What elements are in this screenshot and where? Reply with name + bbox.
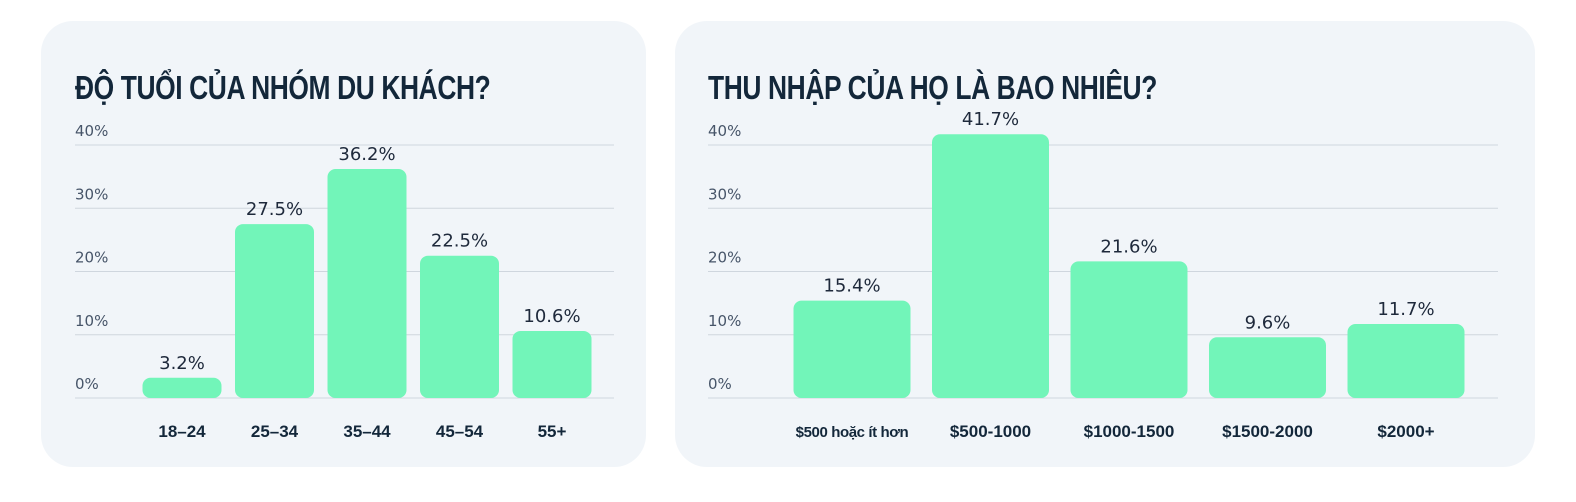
bar [142,377,222,398]
category-label: $1500-2000 [1222,422,1313,441]
category-label: $500 hoặc ít hơn [796,424,909,441]
y-tick-label: 0% [75,375,99,393]
y-tick-label: 40% [708,122,741,140]
y-tick-label: 10% [75,312,108,330]
income-chart-card: THU NHẬP CỦA HỌ LÀ BAO NHIÊU? 0% 10% 20% 30… [675,21,1535,467]
y-tick-label: 40% [75,122,108,140]
age-bar-chart: 0% 10% 20% 30% 40% 3.2% 18–24 27.5% 25–34 36.2% 35… [75,122,614,441]
bar-value-label: 27.5% [246,199,303,220]
bar [793,300,911,398]
category-label: 25–34 [251,422,299,441]
y-tick-label: 20% [75,249,108,267]
bar-value-label: 9.6% [1245,312,1291,333]
bar [1209,337,1326,398]
bar-value-label: 10.6% [523,306,580,327]
bar-value-label: 41.7% [962,109,1019,130]
bar-value-label: 3.2% [159,353,205,374]
age-chart-title: ĐỘ TUỔI CỦA NHÓM DU KHÁCH? [75,69,491,106]
category-label: 45–54 [436,422,484,441]
bar-value-label: 22.5% [431,231,488,252]
category-label: 55+ [538,422,567,441]
y-tick-label: 20% [708,249,741,267]
category-label: $500-1000 [950,422,1031,441]
bar [420,255,499,398]
y-tick-label: 30% [708,185,741,203]
bar [1070,261,1188,398]
bar-value-label: 11.7% [1377,299,1434,320]
bar [932,134,1049,398]
y-tick-label: 10% [708,312,741,330]
bar-value-label: 36.2% [338,144,395,165]
bar [235,224,314,398]
age-chart-card: ĐỘ TUỔI CỦA NHÓM DU KHÁCH? 0% 10% 20% 30% 40… [41,21,646,467]
bar [1347,323,1465,398]
bar [512,330,592,398]
bar-value-label: 15.4% [823,276,880,297]
income-bar-chart: 0% 10% 20% 30% 40% 15.4% $500 hoặc ít hơn 41.7%… [708,109,1498,441]
bar-value-label: 21.6% [1100,236,1157,257]
category-label: 35–44 [343,422,391,441]
category-label: $1000-1500 [1084,422,1175,441]
y-tick-label: 0% [708,375,732,393]
category-label: $2000+ [1377,422,1434,441]
y-tick-label: 30% [75,185,108,203]
category-label: 18–24 [158,422,206,441]
income-chart-title: THU NHẬP CỦA HỌ LÀ BAO NHIÊU? [708,69,1157,106]
bar [327,169,407,398]
